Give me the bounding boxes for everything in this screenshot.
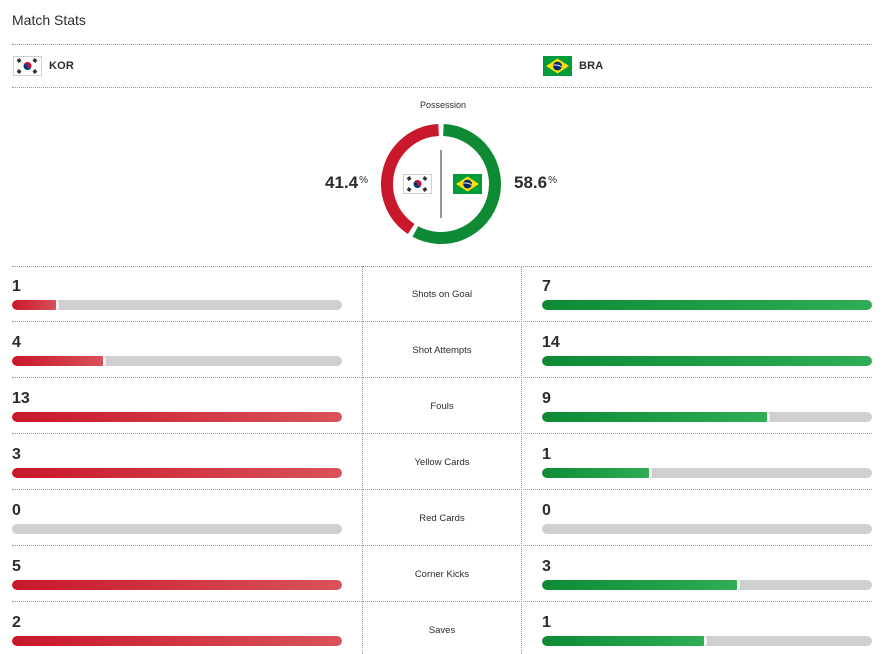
match-stats-title: Match Stats xyxy=(12,12,86,28)
home-possession-arc xyxy=(381,124,440,235)
row-divider xyxy=(12,545,872,546)
stat-label: Red Cards xyxy=(419,513,465,524)
away-stat-bar-fill xyxy=(542,580,740,590)
stat-row: 0 Red Cards 0 xyxy=(0,490,886,546)
home-stat-value: 4 xyxy=(12,334,21,351)
home-stat-bar xyxy=(12,636,342,646)
away-possession-arc xyxy=(412,124,501,244)
row-divider xyxy=(12,377,872,378)
away-stat-bar-fill xyxy=(542,412,771,422)
home-possession-value: 41.4% xyxy=(325,173,368,193)
away-stat-value: 14 xyxy=(542,334,560,351)
away-stat-value: 3 xyxy=(542,558,551,575)
divider xyxy=(12,87,872,88)
home-stat-bar-fill xyxy=(12,636,342,646)
away-possession-value: 58.6% xyxy=(514,173,557,193)
away-stat-bar xyxy=(542,412,872,422)
home-possession-unit: % xyxy=(359,175,368,186)
away-possession-number: 58.6 xyxy=(514,173,548,192)
home-stat-bar xyxy=(12,300,342,310)
row-divider xyxy=(12,601,872,602)
stat-row: 4 Shot Attempts 14 xyxy=(0,322,886,378)
stat-row: 5 Corner Kicks 3 xyxy=(0,546,886,602)
possession-donut-chart xyxy=(381,124,501,244)
away-stat-value: 1 xyxy=(542,446,551,463)
away-stat-bar-fill xyxy=(542,636,707,646)
away-stat-bar-fill xyxy=(542,468,652,478)
stat-label: Corner Kicks xyxy=(414,569,470,580)
stat-row: 2 Saves 1 xyxy=(0,602,886,654)
possession-label: Possession xyxy=(419,100,467,110)
home-stat-bar xyxy=(12,580,342,590)
south-korea-flag-icon xyxy=(403,174,432,194)
home-stat-bar xyxy=(12,468,342,478)
away-stat-value: 1 xyxy=(542,614,551,631)
away-stat-value: 7 xyxy=(542,278,551,295)
home-stat-bar xyxy=(12,412,342,422)
away-stat-bar xyxy=(542,300,872,310)
home-team-abbr: KOR xyxy=(49,60,75,72)
divider xyxy=(12,44,872,45)
home-team: KOR xyxy=(13,56,74,76)
row-divider xyxy=(12,433,872,434)
home-stat-value: 1 xyxy=(12,278,21,295)
south-korea-flag-icon xyxy=(13,56,42,76)
home-stat-bar-fill xyxy=(12,412,342,422)
away-stat-bar xyxy=(542,580,872,590)
column-divider-right xyxy=(521,266,522,654)
row-divider xyxy=(12,489,872,490)
away-stat-bar xyxy=(542,636,872,646)
stat-row: 3 Yellow Cards 1 xyxy=(0,434,886,490)
stat-label: Fouls xyxy=(430,401,454,412)
stat-label: Shot Attempts xyxy=(412,345,472,356)
home-stat-value: 13 xyxy=(12,390,30,407)
stat-label: Saves xyxy=(428,625,456,636)
home-stat-bar-fill xyxy=(12,300,60,310)
home-stat-bar-fill xyxy=(12,580,342,590)
away-stat-bar xyxy=(542,356,872,366)
brazil-flag-icon xyxy=(543,56,572,76)
stat-row: 13 Fouls 9 xyxy=(0,378,886,434)
divider xyxy=(12,266,872,267)
home-stat-value: 5 xyxy=(12,558,21,575)
away-stat-bar xyxy=(542,468,872,478)
away-possession-unit: % xyxy=(548,175,557,186)
home-stat-bar-fill xyxy=(12,468,342,478)
row-divider xyxy=(12,321,872,322)
away-team: BRA xyxy=(543,56,603,76)
column-divider-left xyxy=(362,266,363,654)
away-team-abbr: BRA xyxy=(579,60,604,72)
home-possession-number: 41.4 xyxy=(325,173,359,192)
away-stat-bar xyxy=(542,524,872,534)
home-stat-bar xyxy=(12,356,342,366)
home-stat-value: 0 xyxy=(12,502,21,519)
stat-label: Shots on Goal xyxy=(411,289,473,300)
away-stat-value: 9 xyxy=(542,390,551,407)
away-stat-value: 0 xyxy=(542,502,551,519)
stat-label: Yellow Cards xyxy=(414,457,470,468)
home-stat-value: 3 xyxy=(12,446,21,463)
home-stat-bar xyxy=(12,524,342,534)
away-stat-bar-fill xyxy=(542,300,872,310)
away-stat-bar-fill xyxy=(542,356,872,366)
home-stat-value: 2 xyxy=(12,614,21,631)
home-stat-bar-fill xyxy=(12,356,107,366)
stat-row: 1 Shots on Goal 7 xyxy=(0,266,886,322)
brazil-flag-icon xyxy=(453,174,482,194)
